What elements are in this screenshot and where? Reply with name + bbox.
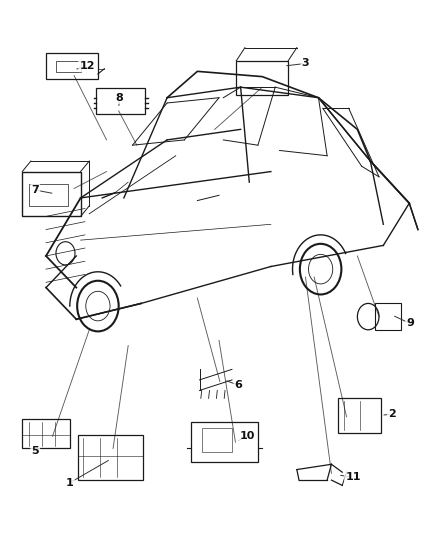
Bar <box>202 429 232 452</box>
Bar <box>29 184 67 206</box>
Text: 8: 8 <box>116 93 124 103</box>
Bar <box>46 53 98 79</box>
Text: 1: 1 <box>66 478 74 488</box>
Text: 5: 5 <box>32 446 39 456</box>
Bar <box>22 419 70 448</box>
Bar <box>78 435 143 480</box>
Text: 9: 9 <box>406 318 414 328</box>
Text: 12: 12 <box>79 61 95 71</box>
Text: 6: 6 <box>234 380 242 390</box>
Bar <box>338 398 381 433</box>
Bar <box>191 422 258 462</box>
Text: 7: 7 <box>32 185 39 195</box>
Bar <box>96 88 145 114</box>
Bar <box>236 61 288 95</box>
Bar <box>374 303 401 330</box>
Text: 3: 3 <box>302 59 309 68</box>
Text: 2: 2 <box>388 409 396 419</box>
Text: 10: 10 <box>240 431 255 441</box>
Bar <box>22 172 81 216</box>
Text: 11: 11 <box>345 472 361 482</box>
Bar <box>56 61 81 72</box>
